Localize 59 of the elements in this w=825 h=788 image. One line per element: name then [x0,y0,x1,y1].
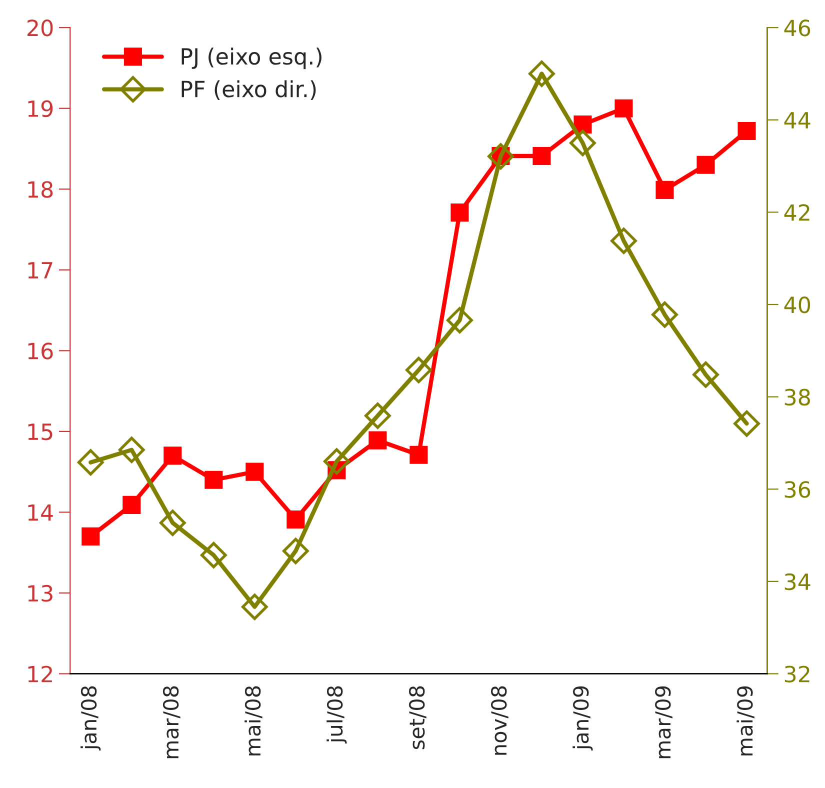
y2-tick-label: 38 [784,388,810,406]
point [570,130,596,156]
y2-tick-label: 46 [784,20,810,36]
x-tick-label: mai/08 [244,686,262,756]
y2-tick-label: 36 [784,481,810,498]
y-tick-label: 19 [28,100,53,118]
y-tick-label: 15 [28,424,52,440]
point [614,99,633,118]
y2-tick-label: 44 [784,112,810,128]
point [610,228,637,254]
point [282,538,309,564]
x-tick-label: mar/09 [655,686,672,758]
point [204,470,223,489]
y-tick-label: 20 [28,20,53,36]
point [446,307,473,334]
y2-tick-label: 42 [784,204,810,221]
point [122,496,141,514]
point [246,462,264,481]
y-tick-label: 16 [28,342,53,360]
y-tick-label: 17 [28,262,52,278]
point [159,510,186,536]
x-tick-label: jan/09 [572,686,593,751]
point [488,143,514,170]
point [532,146,551,166]
point [200,542,227,568]
x-tick-label: jul/08 [326,686,347,744]
y2-tick-label: 32 [784,666,810,682]
point [364,402,391,429]
x-tick-label: mar/08 [162,686,180,758]
y2-tick-label: 40 [784,296,810,314]
point [368,431,387,450]
legend-label: PJ (eixo esq.) [182,48,322,70]
legend-label: PF (eixo dir.) [182,80,316,100]
point [77,449,104,476]
point [692,361,719,388]
x-tick-label: nov/08 [490,686,508,755]
point [164,446,182,465]
y2-tick-label: 34 [784,573,810,590]
point [652,301,678,328]
point [82,527,100,546]
point [118,436,145,464]
x-tick-label: jan/08 [80,686,101,751]
y-tick-label: 14 [28,504,53,521]
point [656,180,674,199]
point [738,122,756,140]
point [286,510,305,528]
point [323,448,350,475]
x-tick-label: set/08 [408,686,426,750]
point [410,446,428,464]
point [528,60,555,87]
x-tick-label: mai/09 [736,686,754,756]
point [406,356,432,384]
point [734,410,760,437]
point [241,594,268,620]
y-tick-label: 12 [28,666,52,682]
point [450,204,469,222]
y-tick-label: 13 [28,584,52,602]
y-tick-label: 18 [28,181,53,198]
point [696,156,715,174]
